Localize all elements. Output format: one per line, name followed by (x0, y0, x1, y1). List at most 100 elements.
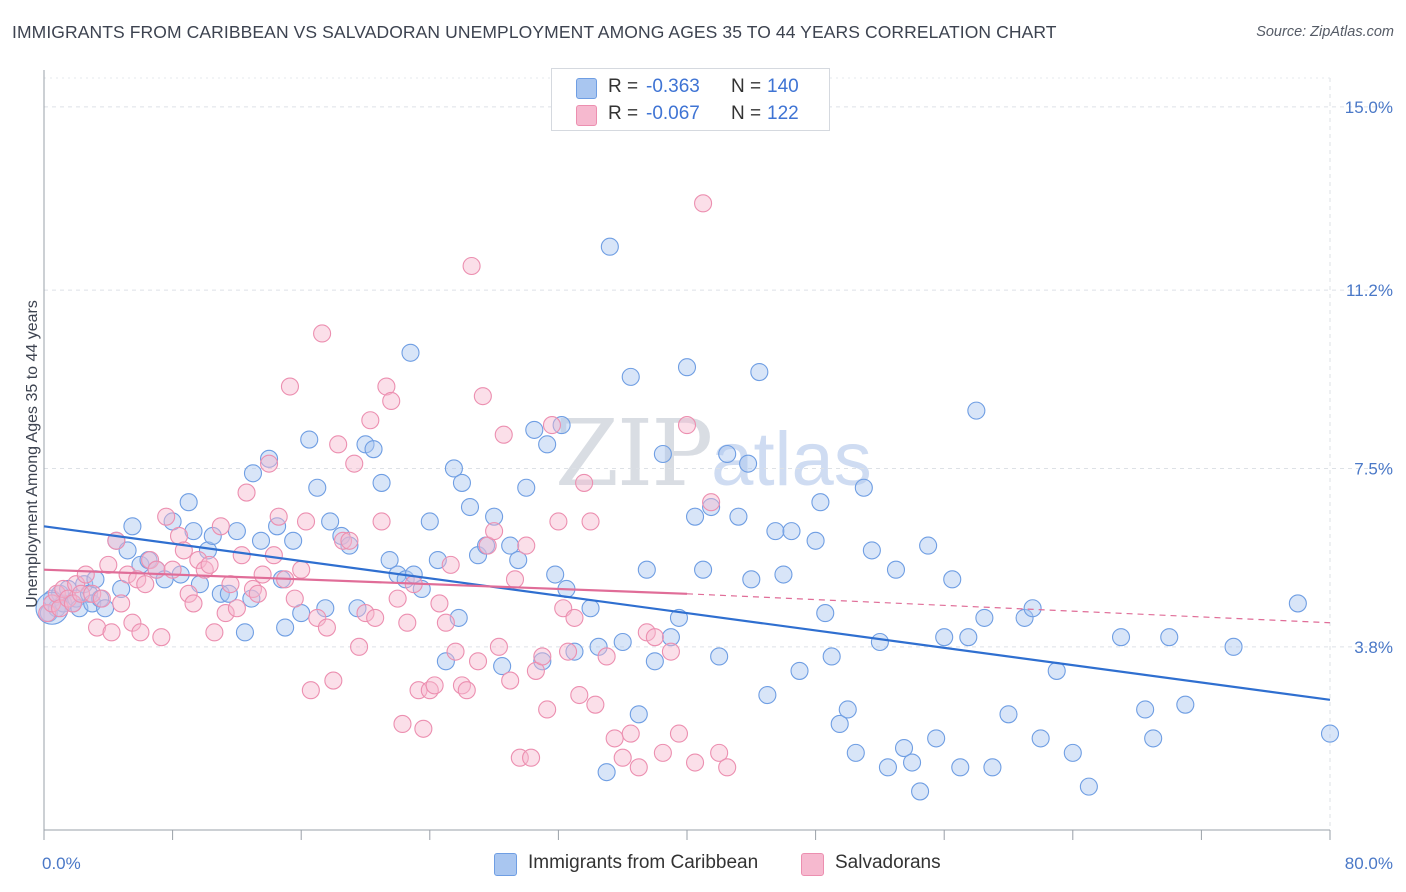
point-salvadoran (102, 623, 121, 642)
point-salvadoran (118, 565, 137, 584)
point-salvadoran (452, 676, 472, 695)
point-caribbean (967, 401, 986, 420)
point-salvadoran (87, 618, 107, 637)
point-salvadoran (366, 608, 385, 627)
legend-label-salvadoran: Salvadorans (835, 852, 941, 873)
point-salvadoran (446, 642, 465, 661)
point-salvadoran (702, 493, 721, 512)
point-caribbean (911, 782, 930, 801)
trend-line-salvadoran (43, 568, 688, 595)
point-caribbean (999, 705, 1018, 724)
point-salvadoran (382, 391, 401, 411)
point-salvadoran (99, 555, 118, 574)
point-salvadoran (522, 748, 541, 767)
point-salvadoran (356, 604, 375, 623)
point-salvadoran (83, 584, 102, 603)
point-caribbean (718, 444, 737, 464)
point-caribbean (276, 618, 295, 637)
point-salvadoran (586, 695, 605, 714)
point-caribbean (235, 623, 254, 642)
point-caribbean (750, 363, 769, 382)
trend-line-salvadoran-extension (686, 593, 1331, 624)
point-caribbean (927, 729, 946, 748)
watermark-zip: ZIP (555, 400, 713, 507)
point-salvadoran (485, 522, 504, 541)
point-caribbean (1136, 700, 1155, 719)
point-caribbean (983, 758, 1002, 777)
point-salvadoran (184, 594, 203, 613)
point-salvadoran (501, 671, 520, 690)
point-caribbean (581, 599, 600, 618)
chart-title: IMMIGRANTS FROM CARIBBEAN VS SALVADORAN … (12, 22, 1057, 42)
point-salvadoran (301, 681, 320, 700)
point-salvadoran (570, 685, 589, 705)
point-caribbean (653, 444, 672, 464)
point-caribbean (739, 454, 758, 473)
point-salvadoran (285, 589, 304, 608)
legend-r-label: R = (608, 103, 639, 124)
point-caribbean (629, 705, 648, 724)
point-salvadoran (147, 560, 166, 579)
x-tick-label: 0.0% (42, 854, 81, 873)
point-caribbean (742, 570, 761, 589)
point-salvadoran (136, 575, 155, 594)
point-caribbean (685, 507, 705, 526)
point-salvadoran (558, 642, 578, 661)
point-salvadoran (462, 256, 481, 276)
y-tick-label: 11.2% (1346, 281, 1393, 300)
point-salvadoran (248, 584, 267, 603)
point-caribbean (613, 632, 632, 652)
legend-r-value: -0.363 (646, 76, 700, 97)
point-caribbean (816, 604, 835, 623)
point-caribbean (444, 459, 463, 478)
point-caribbean (774, 565, 793, 584)
point-salvadoran (468, 652, 488, 671)
point-caribbean (460, 497, 480, 517)
point-salvadoran (377, 377, 396, 396)
point-caribbean (621, 367, 640, 386)
legend-swatch-salvadoran (576, 105, 597, 126)
point-salvadoran (694, 194, 713, 213)
point-caribbean (364, 440, 383, 459)
point-salvadoran (645, 628, 664, 647)
point-salvadoran (92, 589, 111, 608)
point-caribbean (546, 565, 565, 584)
point-salvadoran (414, 719, 433, 738)
point-salvadoran (205, 623, 224, 642)
point-caribbean (380, 551, 399, 570)
point-caribbean (1224, 637, 1243, 656)
point-caribbean (1160, 628, 1179, 647)
point-caribbean (862, 541, 881, 560)
legend-r-value: -0.067 (646, 103, 700, 124)
point-caribbean (284, 531, 303, 550)
y-axis-label: Unemployment Among Ages 35 to 44 years (24, 300, 41, 608)
point-caribbean (975, 608, 994, 627)
point-salvadoran (195, 560, 214, 579)
point-salvadoran (200, 555, 219, 574)
point-salvadoran (575, 473, 594, 492)
point-salvadoran (533, 647, 552, 666)
point-caribbean (123, 517, 142, 536)
point-caribbean (517, 478, 536, 497)
trend-line-caribbean (43, 525, 1331, 701)
watermark-atlas: atlas (711, 417, 872, 502)
point-caribbean (959, 628, 978, 647)
point-caribbean (259, 449, 279, 468)
point-salvadoran (308, 608, 327, 627)
point-caribbean (886, 560, 906, 579)
point-caribbean (538, 435, 557, 454)
point-caribbean (766, 522, 785, 541)
point-caribbean (854, 478, 873, 497)
point-caribbean (420, 512, 439, 531)
point-caribbean (372, 473, 391, 492)
point-caribbean (179, 493, 198, 512)
point-caribbean (452, 473, 472, 492)
point-salvadoran (296, 512, 316, 531)
legend-n-label: N = (731, 76, 762, 97)
point-salvadoran (597, 647, 616, 666)
point-salvadoran (324, 671, 343, 690)
point-caribbean (1063, 743, 1082, 762)
point-caribbean (321, 512, 340, 531)
point-caribbean (870, 632, 889, 652)
